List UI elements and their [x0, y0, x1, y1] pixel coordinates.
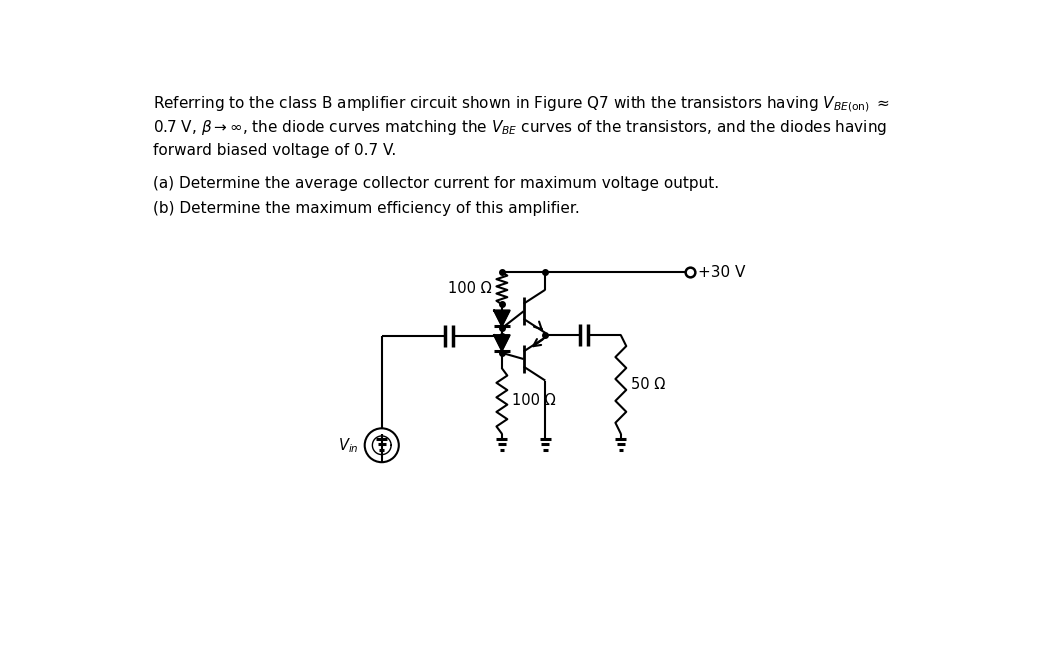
Polygon shape: [495, 310, 509, 326]
Text: 0.7 V, $\beta \rightarrow \infty$, the diode curves matching the $V_{BE}$ curves: 0.7 V, $\beta \rightarrow \infty$, the d…: [153, 118, 887, 136]
Text: forward biased voltage of 0.7 V.: forward biased voltage of 0.7 V.: [153, 143, 396, 158]
Text: Referring to the class B amplifier circuit shown in Figure Q7 with the transisto: Referring to the class B amplifier circu…: [153, 94, 890, 114]
Text: $V_{in}$: $V_{in}$: [338, 436, 358, 455]
Text: 50 Ω: 50 Ω: [631, 377, 665, 392]
Text: 100 Ω: 100 Ω: [448, 281, 491, 296]
Text: (b) Determine the maximum efficiency of this amplifier.: (b) Determine the maximum efficiency of …: [153, 201, 580, 216]
Polygon shape: [495, 335, 509, 351]
Text: +30 V: +30 V: [698, 264, 745, 280]
Text: 100 Ω: 100 Ω: [512, 393, 556, 409]
Text: (a) Determine the average collector current for maximum voltage output.: (a) Determine the average collector curr…: [153, 176, 719, 191]
